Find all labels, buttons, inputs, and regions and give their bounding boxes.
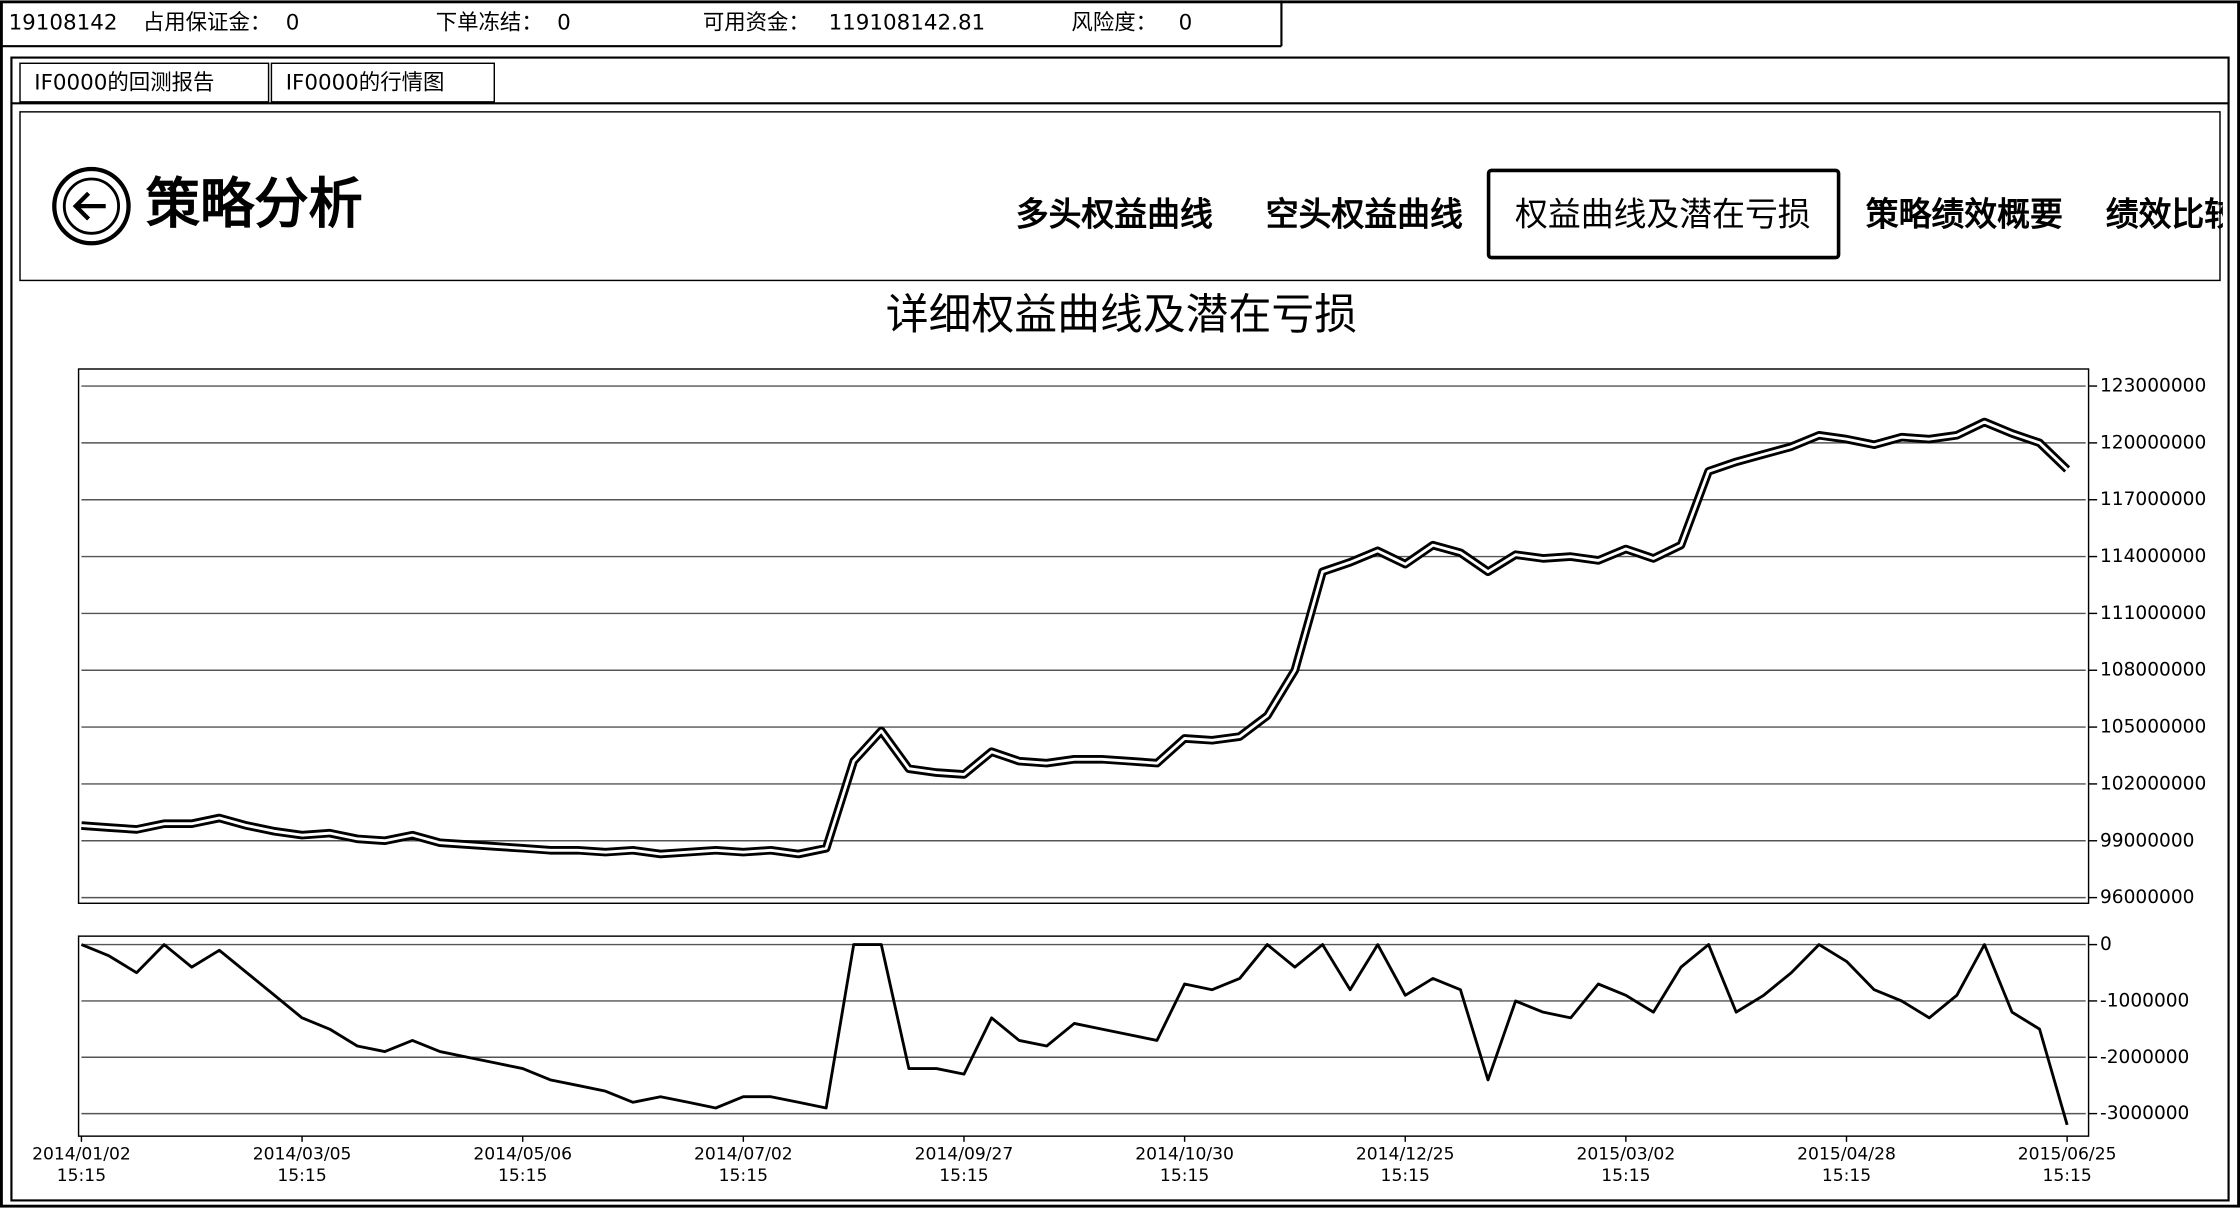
x-tick-time: 15:15: [57, 1166, 106, 1186]
panel-frame: [10, 56, 2230, 1202]
x-tick-time: 15:15: [2042, 1166, 2091, 1186]
status-label: 可用资金：: [703, 10, 810, 35]
y-tick-label: 96000000: [2100, 887, 2194, 908]
tab[interactable]: IF0000的回测报告: [19, 62, 270, 103]
chart-title: 详细权益曲线及潜在亏损: [886, 290, 1357, 340]
x-tick-label: 2014/03/05: [253, 1145, 352, 1165]
tab-label: IF0000的回测报告: [34, 70, 214, 95]
nav-label: 多头权益曲线: [1016, 196, 1213, 234]
back-button[interactable]: [52, 166, 131, 246]
back-arrow: [72, 191, 106, 221]
plot-frame: [77, 368, 2090, 905]
x-tick-label: 2015/03/02: [1577, 1145, 1676, 1165]
series-line: [80, 943, 2069, 1126]
y-tick-label: 99000000: [2100, 830, 2194, 851]
x-tick-time: 15:15: [1160, 1166, 1209, 1186]
account-number: 19108142: [9, 10, 118, 35]
series-line-highlight: [81, 420, 2069, 856]
tab-frame: [19, 62, 270, 103]
x-tick-time: 15:15: [719, 1166, 768, 1186]
back-icon-ring: [52, 166, 131, 246]
nav-button[interactable]: 绩效比较: [2106, 196, 2238, 234]
y-tick-label: 123000000: [2100, 376, 2206, 397]
x-tick-label: 2014/05/06: [473, 1145, 572, 1165]
x-tick-time: 15:15: [1601, 1166, 1650, 1186]
status-label: 下单冻结：: [436, 10, 543, 35]
x-tick-label: 2015/04/28: [1797, 1145, 1896, 1165]
y-tick-label: -2000000: [2100, 1047, 2189, 1068]
x-tick-time: 15:15: [498, 1166, 547, 1186]
y-tick-label: -1000000: [2100, 990, 2189, 1011]
nav-button[interactable]: 权益曲线及潜在亏损: [1486, 168, 1841, 260]
y-tick-label: 105000000: [2100, 717, 2206, 738]
x-tick-label: 2014/07/02: [694, 1145, 793, 1165]
x-tick-label: 2014/01/02: [32, 1145, 131, 1165]
y-tick-label: 0: [2100, 934, 2112, 955]
x-tick-time: 15:15: [277, 1166, 326, 1186]
back-icon-ring: [62, 177, 120, 235]
nav-bar: 多头权益曲线 空头权益曲线 权益曲线及潜在亏损 策略绩效概要 绩效比较: [1016, 168, 2238, 260]
x-tick-label: 2014/10/30: [1135, 1145, 1234, 1165]
nav-button[interactable]: 空头权益曲线: [1266, 196, 1463, 234]
x-tick-label: 2014/12/25: [1356, 1145, 1455, 1165]
y-tick-label: 114000000: [2100, 546, 2206, 567]
nav-active-frame: [1486, 168, 1841, 260]
nav-label: 策略绩效概要: [1866, 196, 2063, 234]
status-label: 风险度：: [1071, 10, 1157, 35]
y-tick-label: -3000000: [2100, 1103, 2189, 1124]
plot-frame: [77, 935, 2090, 1137]
x-tick-time: 15:15: [1822, 1166, 1871, 1186]
y-tick-label: 108000000: [2100, 660, 2206, 681]
x-tick-time: 15:15: [1381, 1166, 1430, 1186]
x-tick-label: 2015/06/25: [2018, 1145, 2117, 1165]
header-title: 策略分析: [146, 173, 363, 236]
status-value: 0: [557, 10, 571, 35]
y-tick-label: 120000000: [2100, 432, 2206, 453]
nav-label: 绩效比较: [2106, 196, 2238, 234]
tab-label: IF0000的行情图: [286, 70, 445, 95]
nav-label: 空头权益曲线: [1266, 196, 1463, 234]
nav-button[interactable]: 多头权益曲线: [1016, 196, 1213, 234]
x-tick-label: 2014/09/27: [915, 1145, 1014, 1165]
tab-frame: [270, 62, 495, 103]
y-tick-label: 117000000: [2100, 489, 2206, 510]
header-frame: [19, 111, 2221, 282]
nav-label: 权益曲线及潜在亏损: [1515, 196, 1811, 234]
nav-button[interactable]: 策略绩效概要: [1866, 196, 2063, 234]
status-value: 0: [1179, 10, 1193, 35]
y-tick-label: 111000000: [2100, 603, 2206, 624]
x-tick-time: 15:15: [939, 1166, 988, 1186]
status-label: 占用保证金：: [143, 10, 271, 35]
y-tick-label: 102000000: [2100, 773, 2206, 794]
status-value: 0: [286, 10, 300, 35]
tab[interactable]: IF0000的行情图: [270, 62, 495, 103]
status-value: 119108142.81: [829, 10, 986, 35]
